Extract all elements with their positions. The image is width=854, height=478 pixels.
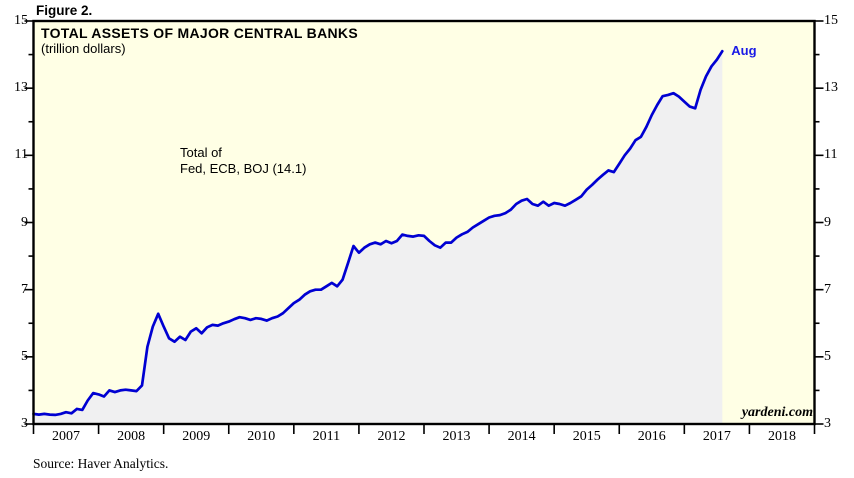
endpoint-month-label: Aug bbox=[731, 43, 757, 59]
x-axis-year-label: 2010 bbox=[247, 429, 276, 444]
series-annotation-line2: Fed, ECB, BOJ (14.1) bbox=[180, 160, 307, 176]
y-axis-label-left: 7 bbox=[21, 281, 28, 297]
series-annotation: Total of Fed, ECB, BOJ (14.1) bbox=[180, 145, 306, 176]
x-axis-year-label: 2014 bbox=[507, 429, 536, 444]
x-axis-year-label: 2013 bbox=[442, 429, 471, 444]
x-axis-year-label: 2012 bbox=[377, 429, 406, 444]
figure-label: Figure 2. bbox=[36, 3, 93, 18]
plot-frame bbox=[32, 19, 816, 426]
y-axis-label-left: 11 bbox=[14, 147, 28, 163]
y-axis-label-right: 9 bbox=[824, 214, 831, 230]
series-line bbox=[32, 49, 724, 417]
x-axis-year-label: 2009 bbox=[182, 429, 211, 444]
y-axis-label-left: 15 bbox=[14, 13, 28, 28]
chart-subtitle: (trillion dollars) bbox=[41, 41, 126, 56]
x-axis-year-label: 2008 bbox=[117, 429, 146, 444]
x-axis-year-label: 2018 bbox=[767, 429, 796, 444]
y-axis-label-right: 13 bbox=[824, 80, 838, 96]
y-axis-label-right: 11 bbox=[824, 147, 838, 163]
y-axis-label-left: 9 bbox=[21, 214, 28, 230]
y-axis-label-left: 13 bbox=[14, 80, 28, 96]
y-axis-label-left: 5 bbox=[21, 348, 28, 364]
y-axis-label-right: 3 bbox=[824, 416, 831, 431]
series-annotation-line1: Total of bbox=[180, 145, 222, 160]
chart-title: TOTAL ASSETS OF MAJOR CENTRAL BANKS bbox=[41, 25, 358, 41]
y-axis-label-right: 7 bbox=[824, 281, 831, 297]
y-axis-label-right: 5 bbox=[824, 348, 831, 364]
x-axis-year-label: 2016 bbox=[637, 429, 666, 444]
x-axis-year-label: 2017 bbox=[702, 429, 731, 444]
y-axis-label-right: 15 bbox=[824, 13, 838, 28]
x-axis-year-label: 2007 bbox=[52, 429, 81, 444]
x-axis-year-label: 2015 bbox=[572, 429, 601, 444]
yardeni-watermark: yardeni.com bbox=[741, 405, 813, 420]
y-axis-label-left: 3 bbox=[21, 416, 28, 431]
source-note: Source: Haver Analytics. bbox=[33, 456, 169, 471]
x-axis-year-label: 2011 bbox=[312, 429, 341, 444]
